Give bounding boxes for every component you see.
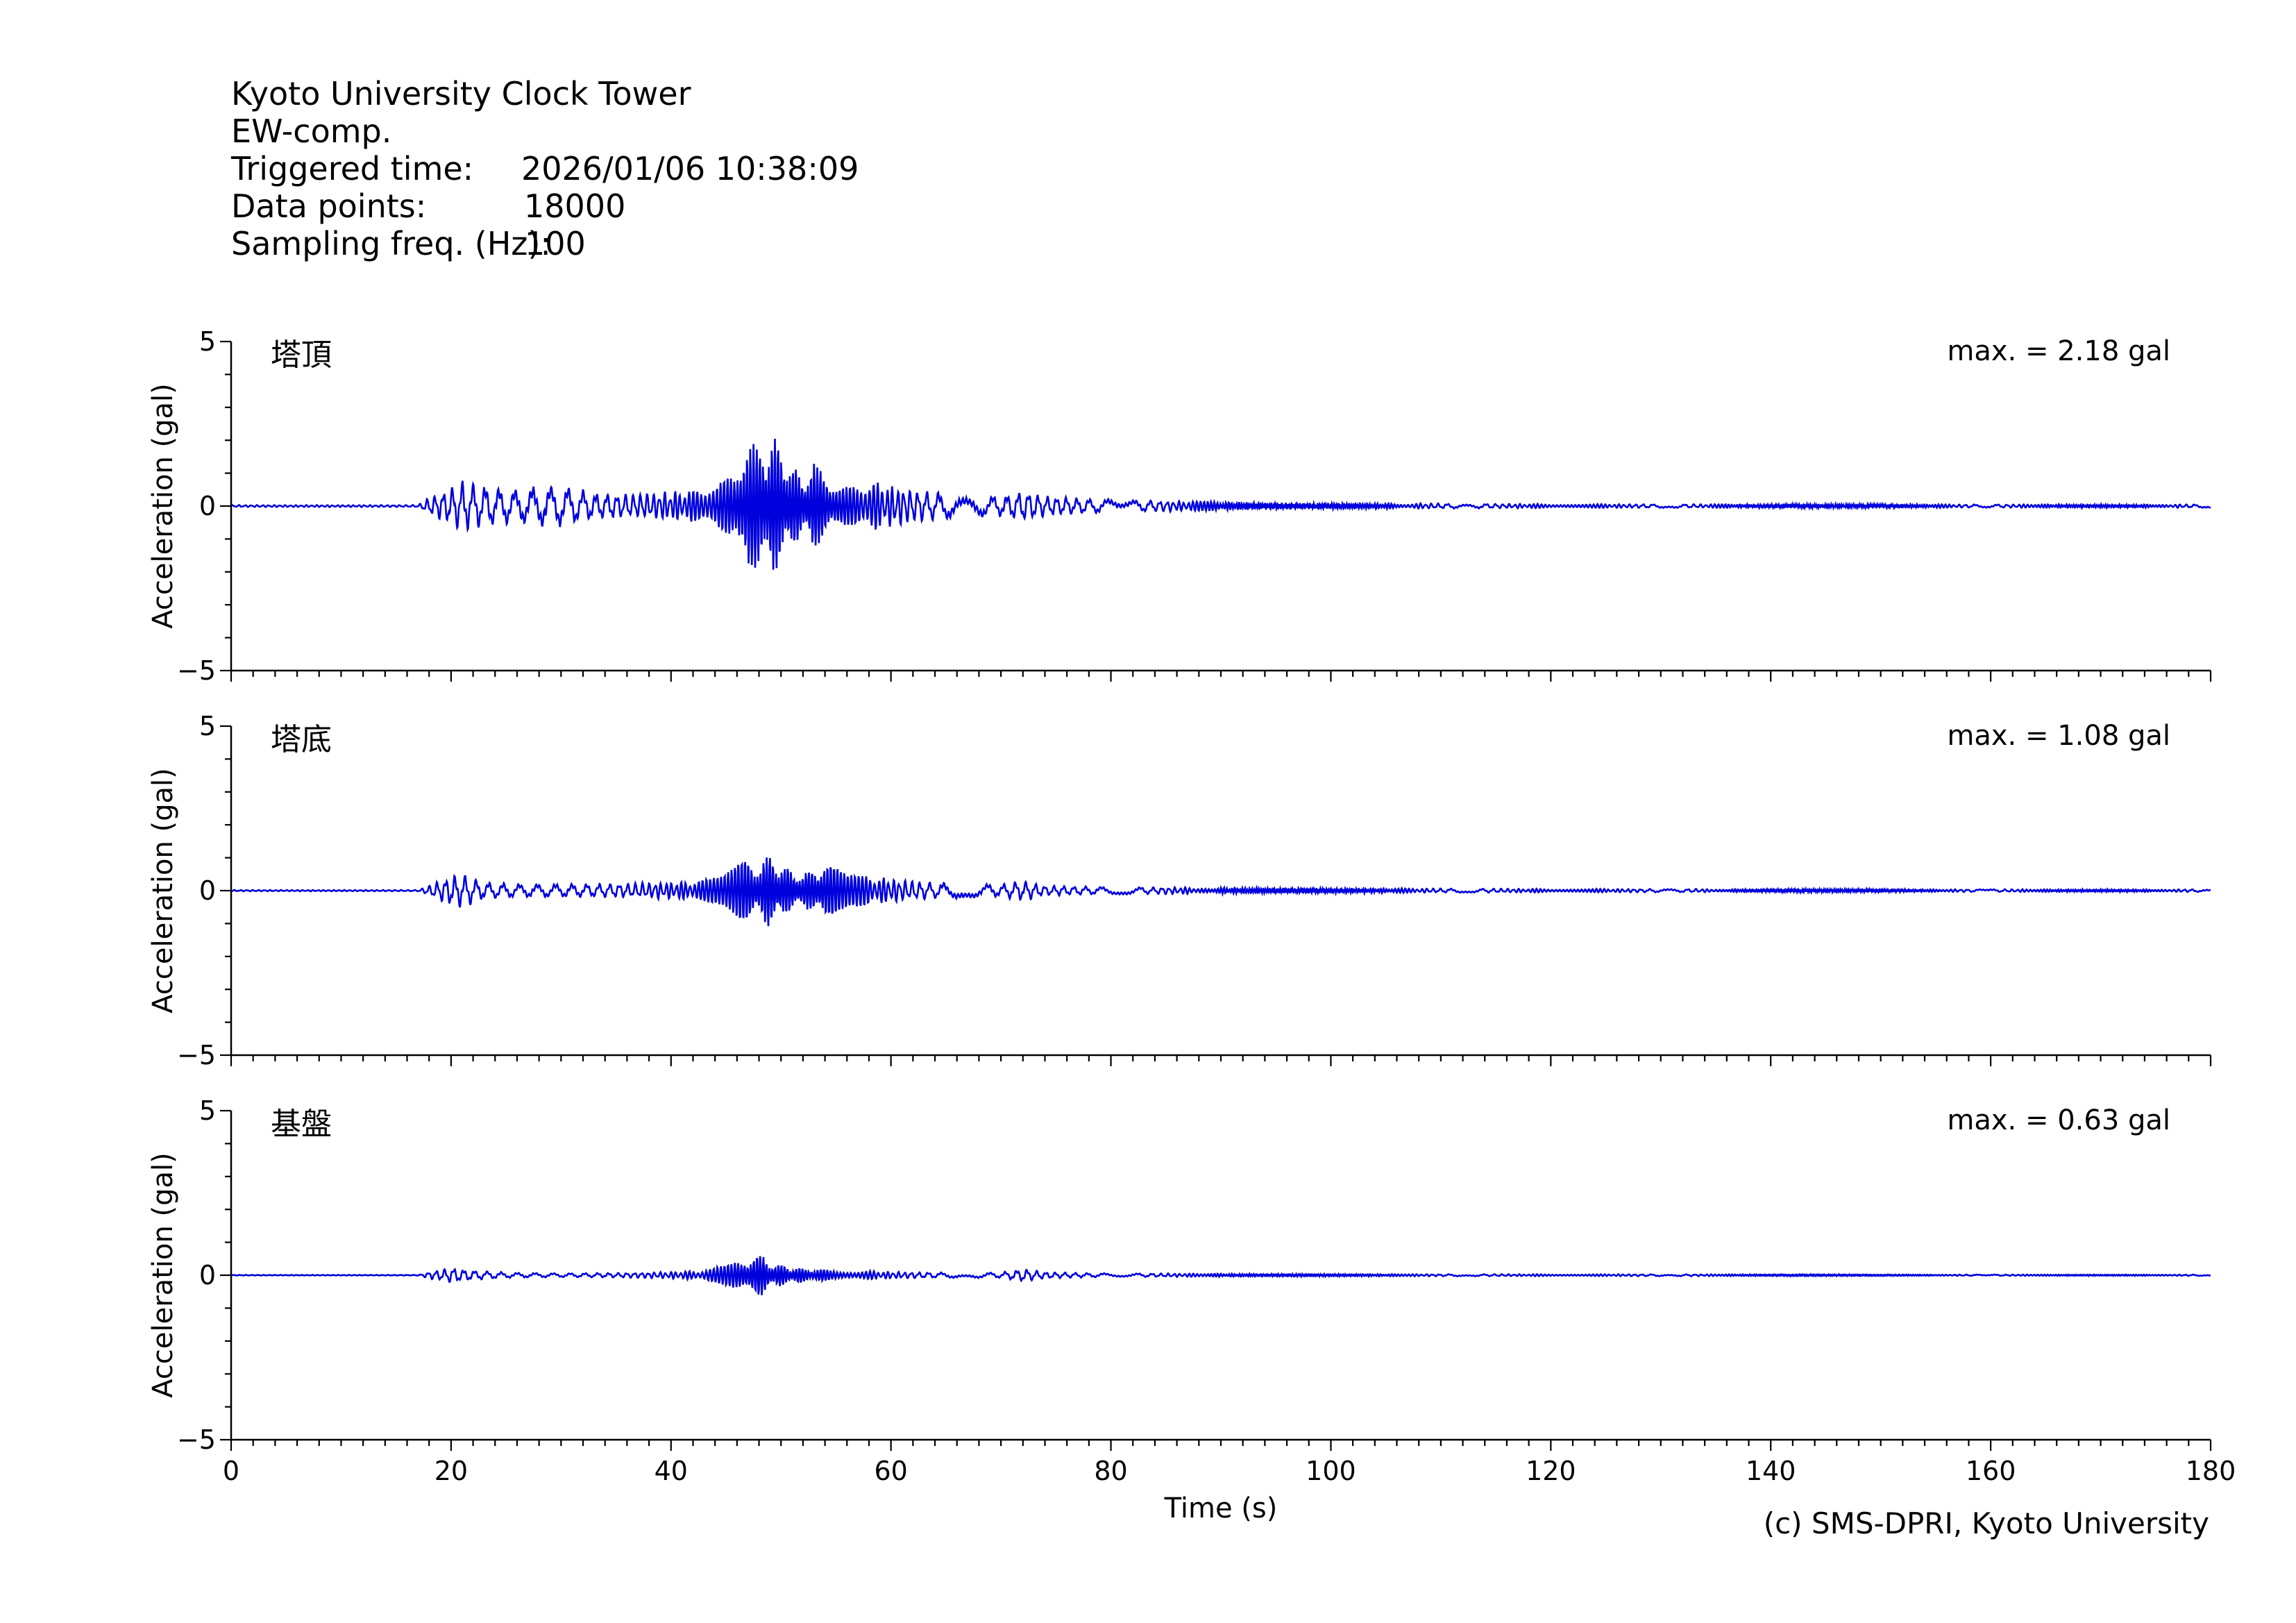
x-tick-label: 100 [1306, 1456, 1356, 1486]
x-tick-label: 160 [1966, 1456, 2016, 1486]
component-text: EW-comp. [231, 112, 392, 150]
max-acceleration-label: max. = 0.63 gal [1947, 1104, 2170, 1136]
y-tick-label: −5 [177, 1424, 216, 1455]
station-name: Kyoto University Clock Tower [231, 75, 691, 112]
y-tick-label: 5 [199, 1095, 216, 1126]
y-tick-label: 0 [199, 875, 216, 906]
data-points-row: Data points: 18000 [231, 187, 691, 225]
y-tick-label: −5 [177, 655, 216, 686]
y-tick-label: 0 [199, 491, 216, 521]
x-tick-label: 120 [1526, 1456, 1576, 1486]
panel-location-label: 塔頂 [271, 337, 332, 373]
x-tick-label: 60 [874, 1456, 907, 1486]
acceleration-trace [230, 438, 2211, 570]
triggered-time-label: Triggered time: [231, 150, 474, 187]
triggered-time-value: 2026/01/06 10:38:09 [521, 150, 859, 187]
panel-location-label: 塔底 [271, 722, 332, 757]
sampling-freq-row: Sampling freq. (Hz): 100 [231, 225, 691, 262]
y-tick-label: 5 [199, 326, 216, 357]
y-axis-title: Acceleration (gal) [147, 768, 179, 1014]
panel-1: −5 0 5 Acceleration (gal) 塔頂 max. = 2.18 gal [147, 326, 2212, 686]
max-acceleration-label: max. = 2.18 gal [1947, 335, 2170, 367]
station-name-text: Kyoto University Clock Tower [231, 75, 691, 112]
data-points-label: Data points: [231, 187, 427, 225]
x-tick-label: 40 [655, 1456, 688, 1486]
acceleration-trace [230, 857, 2211, 927]
header-info: Kyoto University Clock Tower EW-comp. Tr… [231, 75, 859, 262]
x-axis-title: Time (s) [1164, 1492, 1278, 1524]
component-label: EW-comp. [231, 112, 691, 150]
panel-location-label: 基盤 [271, 1107, 332, 1142]
x-tick-label: 140 [1746, 1456, 1796, 1486]
y-tick-label: 0 [199, 1260, 216, 1290]
x-tick-label: 20 [434, 1456, 468, 1486]
panel-2: −5 0 5 Acceleration (gal) 塔底 max. = 1.08 gal [147, 711, 2212, 1070]
y-axis-title: Acceleration (gal) [147, 1152, 179, 1398]
y-tick-label: 5 [199, 711, 216, 741]
data-points-value: 18000 [524, 187, 626, 225]
x-tick-label: 80 [1094, 1456, 1127, 1486]
acceleration-trace [230, 1256, 2211, 1295]
max-acceleration-label: max. = 1.08 gal [1947, 720, 2170, 752]
sampling-freq-label: Sampling freq. (Hz): [231, 225, 551, 262]
x-tick-label: 0 [223, 1456, 239, 1486]
triggered-time-row: Triggered time: 2026/01/06 10:38:09 [231, 150, 859, 187]
credit-text: (c) SMS-DPRI, Kyoto University [1763, 1506, 2209, 1540]
sampling-freq-value: 100 [525, 225, 586, 262]
x-tick-label: 180 [2186, 1456, 2236, 1486]
y-tick-label: −5 [177, 1040, 216, 1070]
y-axis-title: Acceleration (gal) [147, 383, 179, 629]
